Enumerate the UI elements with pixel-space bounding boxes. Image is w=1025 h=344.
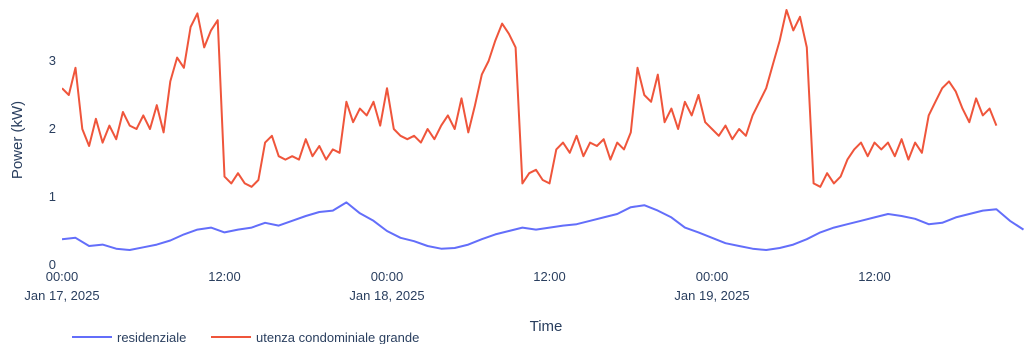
x-tick-date-4: Jan 19, 2025 — [674, 288, 749, 303]
series-line-0 — [62, 201, 1025, 251]
x-axis-title: Time — [530, 318, 563, 335]
x-axis-ticks: 00:00 Jan 17, 2025 12:00 00:00 Jan 18, 2025 1… — [24, 269, 890, 303]
y-tick-label-2: 2 — [49, 121, 56, 136]
y-axis-ticks: 0 1 2 3 — [49, 53, 56, 272]
legend-label-1: utenza condominiale grande — [256, 330, 419, 344]
y-axis-title: Power (kW) — [9, 101, 26, 179]
plot-area — [62, 9, 1025, 251]
x-tick-label-0: 00:00 — [46, 269, 79, 284]
x-tick-label-3: 12:00 — [533, 269, 566, 284]
x-tick-date-2: Jan 18, 2025 — [349, 288, 424, 303]
x-tick-label-2: 00:00 — [371, 269, 404, 284]
series-line-1 — [62, 9, 998, 188]
x-tick-label-5: 12:00 — [858, 269, 891, 284]
legend-label-0: residenziale — [117, 330, 186, 344]
y-tick-label-1: 1 — [49, 189, 56, 204]
x-tick-label-4: 00:00 — [696, 269, 729, 284]
x-tick-label-1: 12:00 — [208, 269, 241, 284]
y-tick-label-3: 3 — [49, 53, 56, 68]
y-tick-label-0: 0 — [49, 257, 56, 272]
legend: residenziale utenza condominiale grande — [72, 330, 419, 344]
x-tick-date-0: Jan 17, 2025 — [24, 288, 99, 303]
